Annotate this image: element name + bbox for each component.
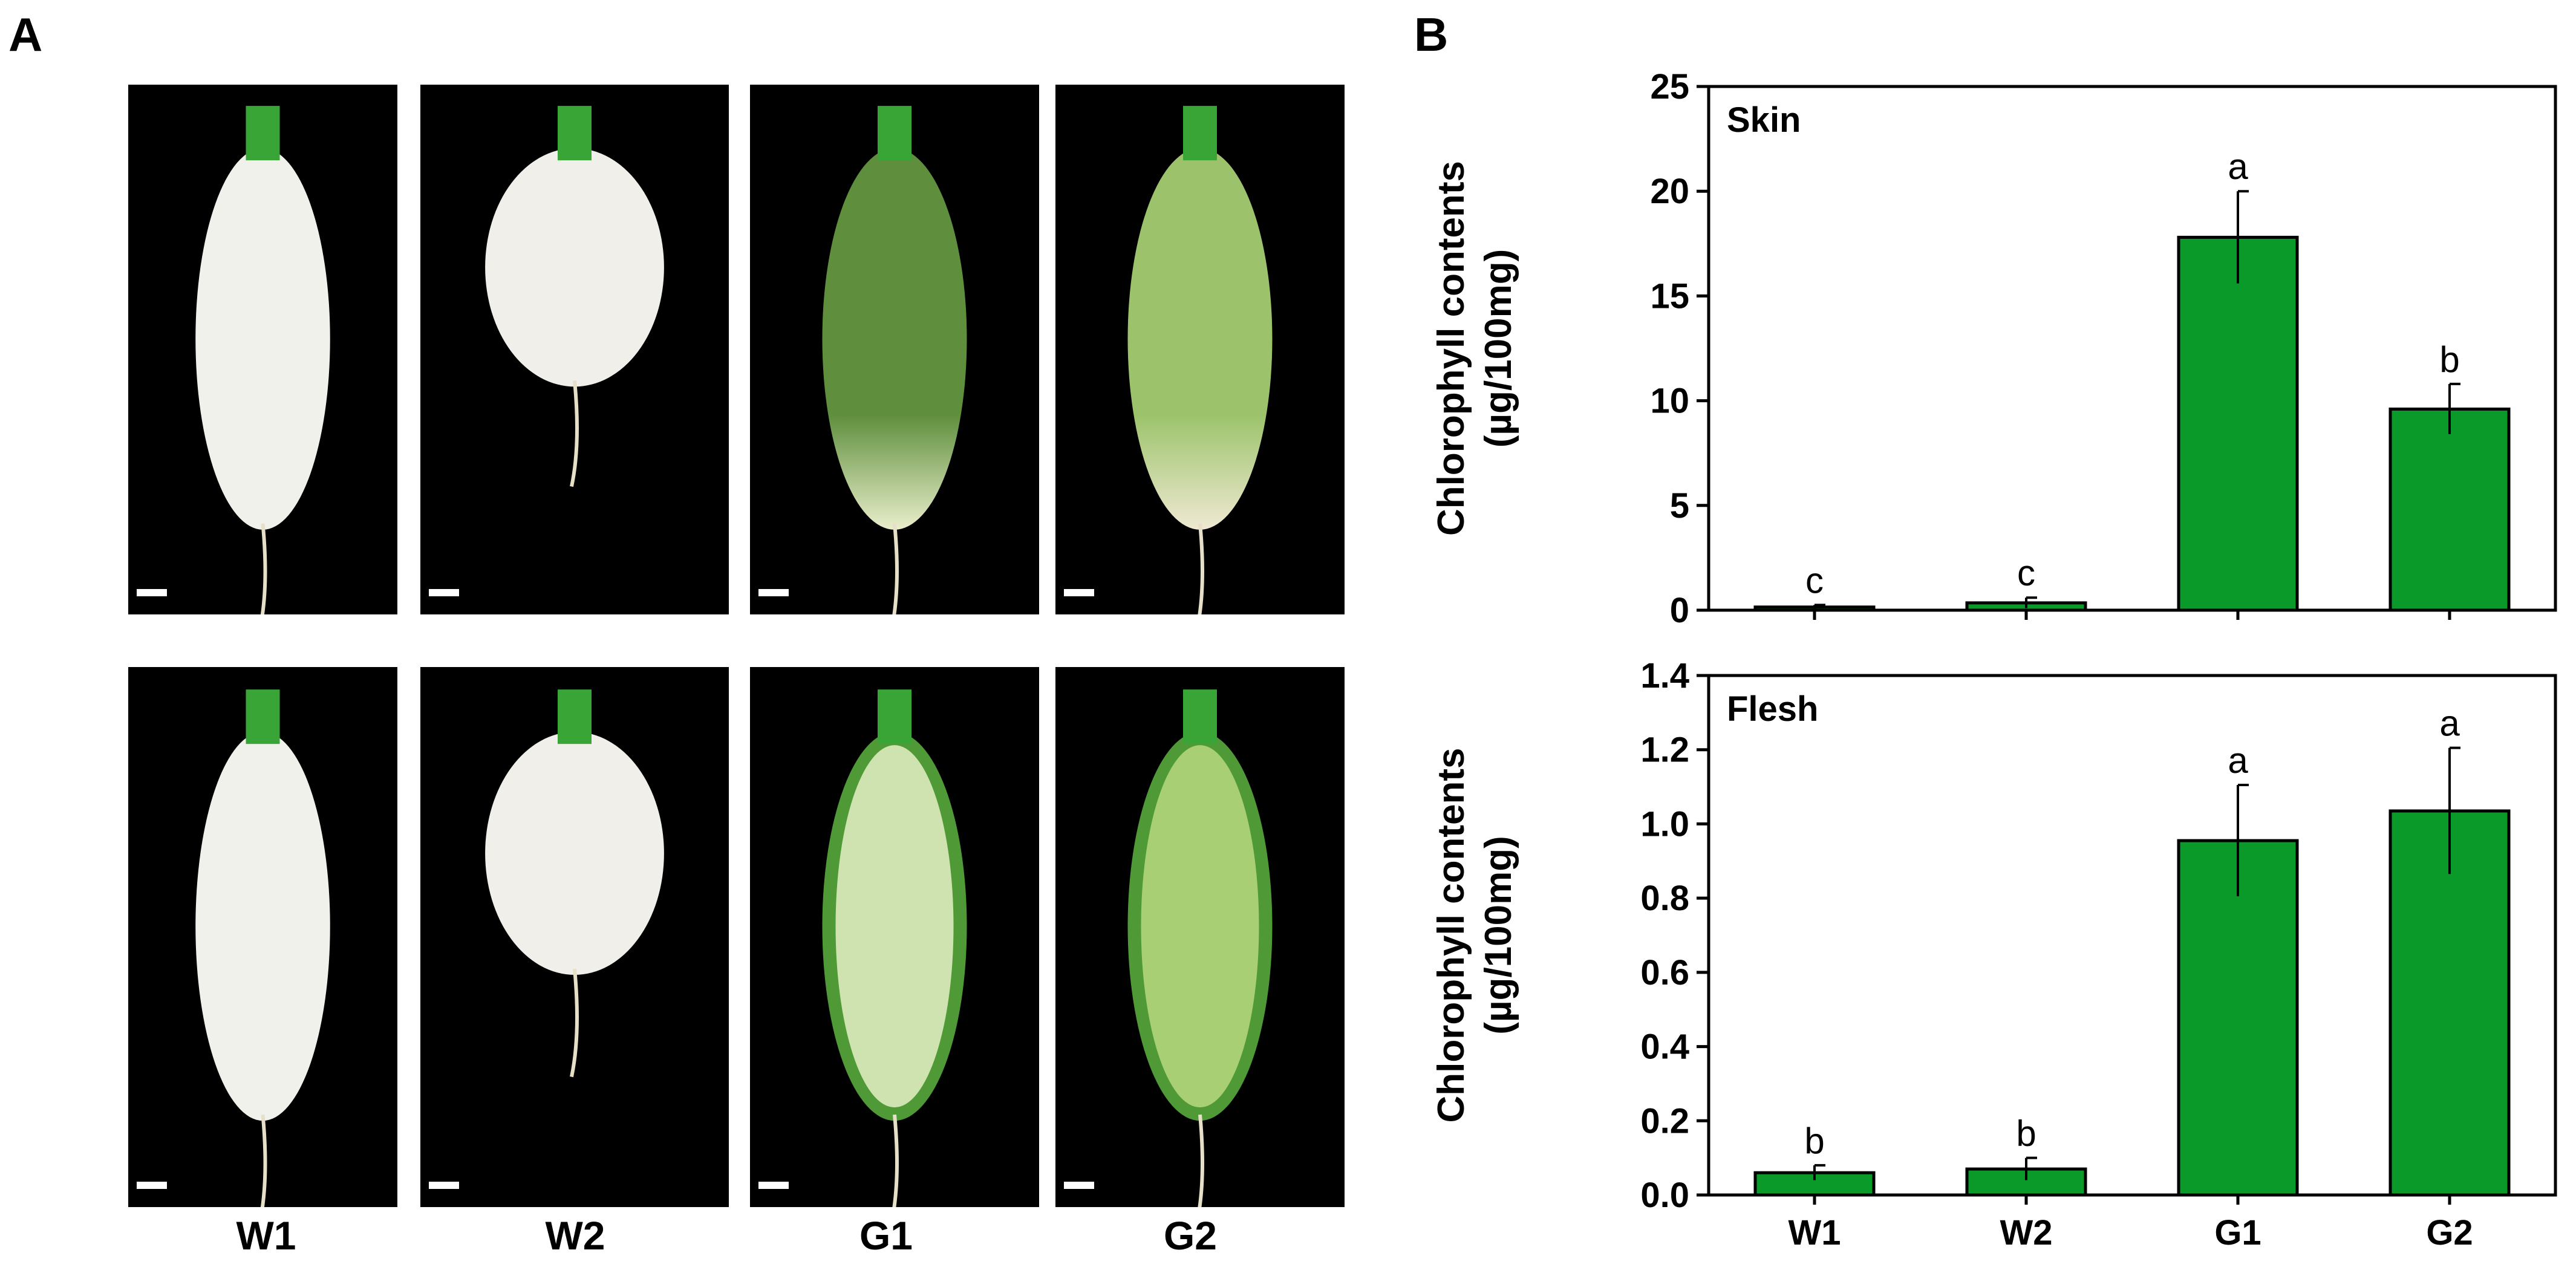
- x-tick-label-g2: G2: [2426, 1213, 2473, 1252]
- y-axis-label-line: Chlorophyll contents: [1430, 161, 1472, 536]
- y-tick-label-skin: 0: [1670, 591, 1689, 630]
- bar-skin-g1: [2177, 235, 2299, 612]
- photo-column-label-g1: G1: [859, 1213, 913, 1258]
- scale-bar: [758, 1182, 789, 1189]
- radish-photo-g2-cut: [1055, 667, 1345, 1207]
- plot-frame-flesh: [1707, 674, 2557, 1197]
- radish-photo-w2-whole: [420, 85, 729, 614]
- y-tick-label-skin: 25: [1650, 67, 1689, 106]
- y-tick-label-flesh: 0.6: [1640, 953, 1689, 992]
- radish-photo-g2-whole: [1055, 85, 1345, 614]
- significance-letter-flesh-w1: b: [1804, 1121, 1824, 1161]
- y-tick-label-flesh: 1.4: [1640, 656, 1689, 695]
- bar-flesh-g1: [2177, 839, 2299, 1197]
- scale-bar: [758, 589, 789, 596]
- panel-label-b: B: [1414, 8, 1449, 61]
- radish-photo-g1-whole: [750, 85, 1039, 614]
- scale-bar: [1064, 1182, 1094, 1189]
- photo-column-label-g2: G2: [1163, 1213, 1218, 1258]
- radish-photo-w2-cut: [420, 667, 729, 1207]
- significance-letter-flesh-g1: a: [2228, 740, 2248, 781]
- photo-column-label-w2: W2: [545, 1213, 605, 1258]
- radish-photo-g1-cut: [750, 667, 1039, 1207]
- y-tick-label-flesh: 0.0: [1640, 1176, 1689, 1215]
- scale-bar: [137, 1182, 167, 1189]
- bar-skin-g2: [2389, 407, 2511, 612]
- significance-letter-skin-w1: c: [1805, 560, 1824, 601]
- panel-title-skin: Skin: [1727, 100, 1801, 140]
- radish-photo-w1-cut: [128, 667, 397, 1207]
- y-tick-label-flesh: 0.8: [1640, 879, 1689, 918]
- panel-title-flesh: Flesh: [1727, 689, 1819, 729]
- y-axis-label-skin: Chlorophyll contents (µg/100mg): [1430, 161, 1519, 536]
- scale-bar: [429, 1182, 459, 1189]
- y-tick-label-flesh: 0.2: [1640, 1101, 1689, 1141]
- significance-letter-skin-w2: c: [2017, 553, 2035, 593]
- plot-frame-skin: [1707, 85, 2557, 612]
- x-tick-label-w2: W2: [2000, 1213, 2053, 1252]
- y-axis-label-line: (µg/100mg): [1478, 836, 1519, 1035]
- x-tick-label-w1: W1: [1789, 1213, 1841, 1252]
- y-axis-label-flesh: Chlorophyll contents (µg/100mg): [1430, 748, 1519, 1123]
- y-tick-label-flesh: 1.2: [1640, 731, 1689, 770]
- scale-bar: [429, 589, 459, 596]
- radish-photo-w1-whole: [128, 85, 397, 614]
- y-tick-label-skin: 10: [1650, 382, 1689, 421]
- y-tick-label-skin: 20: [1650, 172, 1689, 211]
- scale-bar: [1064, 589, 1094, 596]
- significance-letter-skin-g1: a: [2228, 146, 2248, 187]
- y-tick-label-flesh: 0.4: [1640, 1027, 1689, 1067]
- y-axis-label-line: Chlorophyll contents: [1430, 748, 1472, 1123]
- significance-letter-flesh-g2: a: [2439, 703, 2460, 744]
- panel-label-a: A: [8, 8, 43, 61]
- y-tick-label-skin: 15: [1650, 276, 1689, 316]
- y-tick-label-flesh: 1.0: [1640, 804, 1689, 844]
- significance-letter-skin-g2: b: [2439, 339, 2459, 380]
- x-tick-label-g1: G1: [2214, 1213, 2261, 1252]
- y-axis-label-line: (µg/100mg): [1478, 249, 1519, 448]
- photo-column-label-w1: W1: [236, 1213, 296, 1258]
- scale-bar: [137, 589, 167, 596]
- y-tick-label-skin: 5: [1670, 486, 1689, 526]
- significance-letter-flesh-w2: b: [2016, 1113, 2036, 1154]
